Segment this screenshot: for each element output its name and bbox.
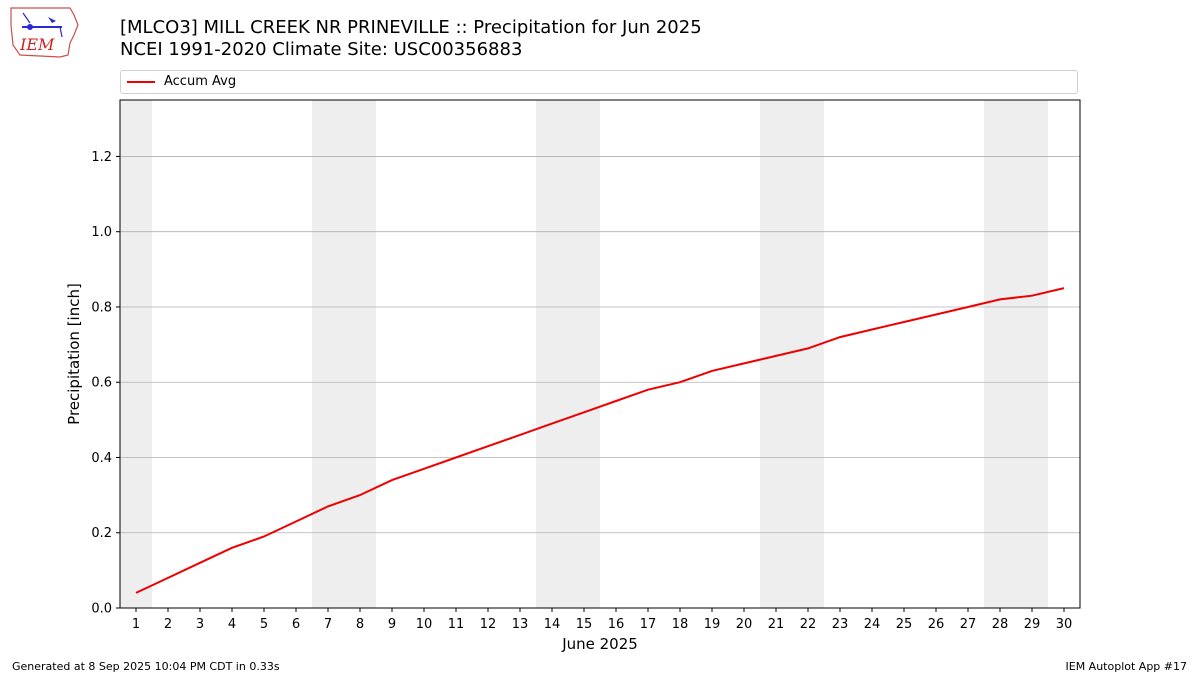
ytick-label-2: 0.4	[91, 451, 112, 466]
x-axis-label: June 2025	[561, 635, 638, 653]
ytick-label-5: 1.0	[91, 225, 112, 240]
xtick-label-12: 12	[480, 617, 497, 632]
xtick-label-9: 9	[388, 617, 396, 632]
iowa-outline	[10, 7, 79, 58]
series-line-accum-avg	[135, 287, 1065, 594]
y-axis-label: Precipitation [inch]	[65, 283, 83, 425]
xtick-label-14: 14	[544, 617, 561, 632]
xtick-label-3: 3	[196, 617, 204, 632]
xtick-label-26: 26	[928, 617, 945, 632]
footer-generated: Generated at 8 Sep 2025 10:04 PM CDT in …	[12, 660, 280, 673]
logo-text: IEM	[19, 35, 55, 54]
ytick-label-6: 1.2	[91, 150, 112, 165]
xtick-label-10: 10	[416, 617, 433, 632]
iem-logo: IEM	[10, 7, 79, 58]
xtick-label-8: 8	[356, 617, 364, 632]
xtick-label-25: 25	[896, 617, 913, 632]
xtick-label-23: 23	[832, 617, 849, 632]
footer-app: IEM Autoplot App #17	[1065, 660, 1188, 673]
legend-label-accum-avg: Accum Avg	[164, 74, 237, 89]
xtick-label-15: 15	[576, 617, 593, 632]
xtick-label-20: 20	[736, 617, 753, 632]
legend-swatch-accum-avg	[127, 81, 155, 83]
xtick-label-2: 2	[164, 617, 172, 632]
weekend-band-7	[312, 100, 344, 608]
xtick-label-6: 6	[292, 617, 300, 632]
xtick-label-1: 1	[132, 617, 140, 632]
ytick-label-3: 0.6	[91, 376, 112, 391]
xtick-label-30: 30	[1056, 617, 1073, 632]
weekend-band-14	[536, 100, 568, 608]
xtick-label-16: 16	[608, 617, 625, 632]
xtick-label-24: 24	[864, 617, 881, 632]
xtick-label-11: 11	[448, 617, 465, 632]
ytick-label-4: 0.8	[91, 300, 112, 315]
xtick-label-27: 27	[960, 617, 977, 632]
precipitation-chart: 0.00.20.40.60.81.01.21 2 3 4 5 6 7 8 9 10 11 12 13 14…	[65, 99, 1081, 653]
xtick-label-19: 19	[704, 617, 721, 632]
xtick-label-7: 7	[324, 617, 332, 632]
ytick-label-0: 0.0	[91, 602, 112, 617]
weekend-band-15	[568, 100, 600, 608]
xtick-label-18: 18	[672, 617, 689, 632]
chart-subtitle: NCEI 1991-2020 Climate Site: USC00356883	[120, 39, 523, 60]
legend: Accum Avg	[120, 70, 1078, 94]
plot-frame	[119, 99, 1081, 609]
xtick-label-4: 4	[228, 617, 236, 632]
weekend-band-29	[1016, 100, 1048, 608]
chart-title: [MLCO3] MILL CREEK NR PRINEVILLE :: Prec…	[120, 17, 702, 38]
xtick-label-22: 22	[800, 617, 817, 632]
xtick-label-29: 29	[1024, 617, 1041, 632]
xtick-label-17: 17	[640, 617, 657, 632]
weekend-band-22	[792, 100, 824, 608]
weekend-band-28	[984, 100, 1016, 608]
weekend-band-8	[344, 100, 376, 608]
ytick-label-1: 0.2	[91, 526, 112, 541]
xtick-label-13: 13	[512, 617, 529, 632]
xtick-label-5: 5	[260, 617, 268, 632]
weekend-band-1	[120, 100, 152, 608]
xtick-label-28: 28	[992, 617, 1009, 632]
xtick-label-21: 21	[768, 617, 785, 632]
